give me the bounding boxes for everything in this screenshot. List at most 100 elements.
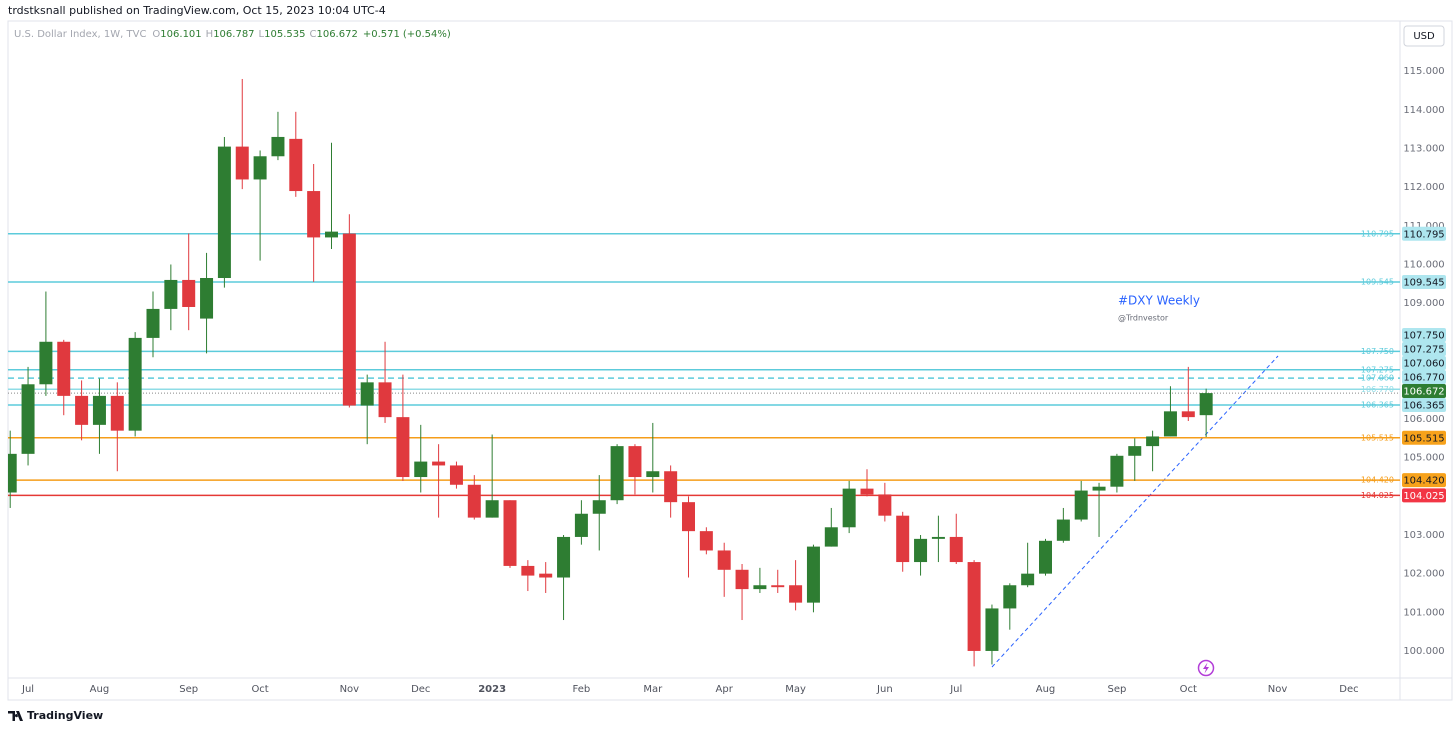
x-tick-label: Jul <box>21 684 34 695</box>
x-tick-label: Aug <box>1036 684 1056 695</box>
candle-body <box>1039 540 1052 574</box>
legend-value: 105.535 <box>264 29 305 40</box>
candle-body <box>39 341 53 385</box>
y-tick-label: 106.000 <box>1403 414 1444 425</box>
candle-body <box>1021 573 1035 586</box>
currency-button[interactable] <box>1403 25 1445 47</box>
legend-change: +0.571 <box>363 29 400 40</box>
candle-body <box>664 471 678 503</box>
x-tick-label: Mar <box>643 684 663 695</box>
candle-body <box>1074 490 1088 520</box>
price-badge <box>1402 226 1446 241</box>
x-tick-label: Dec <box>1339 684 1358 695</box>
candle-body <box>967 562 981 651</box>
x-tick-label: Dec <box>411 684 430 695</box>
x-tick-label: Sep <box>1107 684 1126 695</box>
y-tick-label: 113.000 <box>1403 144 1444 155</box>
x-tick-label: Apr <box>716 684 734 695</box>
price-badge-label: 107.275 <box>1403 344 1444 355</box>
candle-body <box>485 500 499 518</box>
annotation-author: @Trdnvestor <box>1118 314 1169 323</box>
candle-body <box>92 395 106 425</box>
legend-value: 106.787 <box>213 29 254 40</box>
candle-body <box>200 278 214 319</box>
candle-body <box>57 341 71 396</box>
price-badge <box>1402 430 1446 445</box>
candle-body <box>717 550 731 570</box>
legend-change-percent: (+0.54%) <box>403 29 451 40</box>
legend: U.S. Dollar Index, 1W, TVC O106.101 H106.7… <box>14 29 451 40</box>
price-badge <box>1402 383 1446 398</box>
candle-body <box>128 337 142 431</box>
level-label: 109.545 <box>1361 278 1394 287</box>
annotation-title: #DXY Weekly <box>1118 294 1200 308</box>
candle-body <box>1181 411 1195 418</box>
candle-body <box>325 231 338 238</box>
y-tick-label: 110.000 <box>1403 259 1444 270</box>
y-tick-label: 100.000 <box>1403 646 1444 657</box>
y-tick-label: 112.000 <box>1403 182 1444 193</box>
candle-body <box>235 146 249 180</box>
candle-body <box>699 531 713 551</box>
candle-body <box>1056 519 1070 541</box>
candle-body <box>21 384 35 454</box>
y-tick-label: 101.000 <box>1403 607 1444 618</box>
price-badge-label: 110.795 <box>1403 229 1444 240</box>
candle-body <box>1163 411 1177 437</box>
candle-body <box>860 488 874 495</box>
candle-body <box>396 417 410 478</box>
price-badge <box>1402 397 1446 412</box>
legend-prefix: L <box>259 29 265 40</box>
price-badge <box>1402 341 1446 356</box>
price-badge-label: 104.025 <box>1403 491 1444 502</box>
x-tick-label: Oct <box>251 684 268 695</box>
candle-body <box>432 461 446 466</box>
candle-body <box>896 515 910 563</box>
alert-icon[interactable] <box>1197 659 1215 677</box>
x-tick-label: 2023 <box>478 684 506 695</box>
candle-body <box>592 500 606 514</box>
price-badge-label: 106.770 <box>1403 372 1444 383</box>
logo-mark <box>8 711 23 721</box>
level-label: 106.365 <box>1361 400 1394 409</box>
candle-body <box>949 536 963 563</box>
candle-body <box>753 585 767 590</box>
candle-body <box>646 471 660 478</box>
candle-body <box>574 513 588 537</box>
candle-body <box>8 453 17 493</box>
candle-body <box>735 569 749 590</box>
candle-body <box>1110 455 1124 487</box>
candle-body <box>449 465 463 485</box>
candle-body <box>467 484 481 518</box>
x-tick-label: Jun <box>876 684 893 695</box>
candle-body <box>110 395 124 431</box>
level-label: 110.795 <box>1361 229 1394 238</box>
x-tick-label: May <box>785 684 806 695</box>
price-badge-label: 105.515 <box>1403 433 1444 444</box>
alert-circle <box>1197 659 1215 677</box>
candle-body <box>789 585 803 603</box>
candle-body <box>253 156 267 180</box>
candle-body <box>878 494 892 516</box>
level-label: 107.750 <box>1361 347 1394 356</box>
level-label: 107.060 <box>1361 374 1394 383</box>
candle-body <box>503 500 517 566</box>
y-tick-label: 105.000 <box>1403 453 1444 464</box>
legend-prefix: H <box>206 29 214 40</box>
chart-frame <box>7 20 1453 701</box>
price-badge <box>1402 473 1446 488</box>
candle-body <box>557 536 571 578</box>
candle-body <box>931 536 945 539</box>
price-badge-label: 107.060 <box>1403 358 1444 369</box>
price-badge-label: 109.545 <box>1403 278 1444 289</box>
candle-body <box>342 233 356 406</box>
candle-body <box>182 279 196 307</box>
candle-body <box>1003 585 1017 609</box>
price-badge-label: 107.750 <box>1403 330 1444 341</box>
candle-body <box>521 565 535 576</box>
x-tick-label: Nov <box>340 684 360 695</box>
price-badge <box>1402 327 1446 342</box>
x-tick-label: Oct <box>1180 684 1197 695</box>
candle-body <box>914 538 928 563</box>
candle-body <box>610 446 624 501</box>
